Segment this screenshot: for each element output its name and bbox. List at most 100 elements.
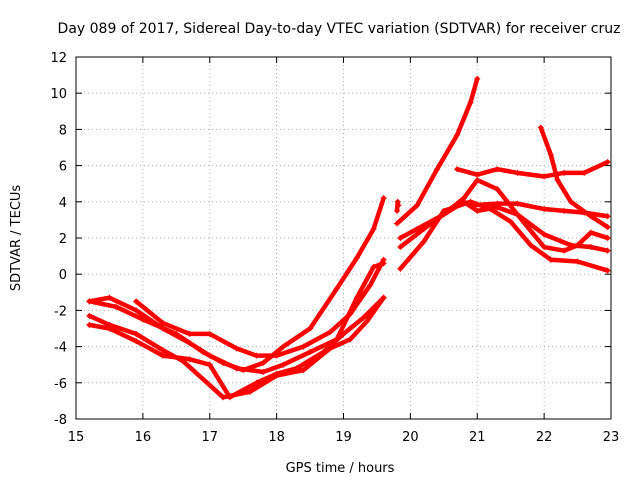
data-point xyxy=(370,225,377,232)
data-point xyxy=(467,99,474,106)
data-point xyxy=(541,173,548,180)
data-series-pass-12 xyxy=(467,200,611,220)
data-point xyxy=(226,394,233,401)
series-trace xyxy=(87,261,386,375)
data-point xyxy=(233,345,240,352)
data-point xyxy=(604,158,611,165)
data-series-pass-11 xyxy=(397,198,611,274)
data-point xyxy=(106,294,113,301)
data-point xyxy=(300,343,307,350)
data-point xyxy=(86,321,93,328)
data-point xyxy=(494,166,501,173)
data-point xyxy=(360,314,367,321)
data-point xyxy=(159,325,166,332)
y-tick-label: -4 xyxy=(54,341,67,356)
x-tick-label: 15 xyxy=(68,430,85,445)
data-point xyxy=(397,265,404,272)
data-point xyxy=(246,388,253,395)
data-point xyxy=(273,370,280,377)
data-point xyxy=(604,213,611,220)
data-point xyxy=(587,229,594,236)
data-point xyxy=(574,258,581,265)
data-point xyxy=(220,394,227,401)
data-point xyxy=(397,244,404,251)
data-point xyxy=(133,330,140,337)
data-point xyxy=(487,206,494,213)
data-point xyxy=(206,361,213,368)
data-series-pass-10 xyxy=(537,124,611,231)
data-point xyxy=(86,312,93,319)
data-point xyxy=(604,235,611,241)
data-point xyxy=(474,207,481,214)
data-point xyxy=(604,247,611,254)
x-tick-label: 16 xyxy=(135,430,152,445)
data-point xyxy=(133,298,140,305)
data-point xyxy=(604,267,611,274)
data-point xyxy=(280,361,287,368)
data-point xyxy=(474,171,481,178)
y-tick-label: 10 xyxy=(50,87,67,102)
data-point xyxy=(440,207,447,214)
data-point xyxy=(394,198,401,205)
y-axis-label: SDTVAR / TECUs xyxy=(9,185,24,292)
data-point xyxy=(86,298,93,305)
data-point xyxy=(494,186,501,193)
data-point xyxy=(434,166,441,173)
data-point xyxy=(537,124,544,131)
data-point xyxy=(494,200,501,207)
data-series-pass-6 xyxy=(394,75,481,227)
data-point xyxy=(581,209,588,216)
data-point xyxy=(414,202,421,209)
data-point xyxy=(380,195,387,202)
data-point xyxy=(233,365,240,372)
series-trace xyxy=(398,199,610,273)
data-point xyxy=(547,151,554,158)
data-point xyxy=(367,282,374,289)
x-tick-label: 23 xyxy=(603,430,620,445)
y-tick-label: 0 xyxy=(59,268,67,283)
data-point xyxy=(397,235,404,241)
data-point xyxy=(253,352,260,359)
grid-lines xyxy=(76,57,611,419)
data-point xyxy=(554,177,561,184)
data-point xyxy=(567,198,574,205)
data-point xyxy=(307,325,314,332)
series-trace xyxy=(538,125,610,230)
data-series-pass-5 xyxy=(133,256,387,359)
x-tick-label: 22 xyxy=(536,430,553,445)
data-point xyxy=(159,320,166,327)
data-point xyxy=(347,336,354,343)
data-point xyxy=(541,244,548,251)
data-point xyxy=(133,307,140,314)
data-point xyxy=(206,330,213,337)
data-point xyxy=(541,231,548,238)
data-point xyxy=(541,206,548,213)
data-point xyxy=(394,207,400,214)
data-point xyxy=(507,218,514,225)
data-point xyxy=(467,202,474,209)
data-point xyxy=(159,347,166,354)
data-point xyxy=(574,242,581,249)
data-point xyxy=(206,352,213,359)
y-tick-label: -8 xyxy=(54,413,67,428)
data-point xyxy=(133,338,140,345)
series-trace xyxy=(87,295,386,400)
data-point xyxy=(260,368,267,375)
data-point xyxy=(561,169,568,176)
data-point xyxy=(340,330,347,337)
data-point xyxy=(527,242,534,249)
series-trace xyxy=(87,195,386,373)
data-point xyxy=(320,349,327,356)
data-point xyxy=(420,225,427,232)
x-tick-label: 18 xyxy=(268,430,285,445)
data-point xyxy=(454,131,461,138)
data-point xyxy=(394,220,400,227)
data-point xyxy=(327,329,334,336)
data-point xyxy=(370,263,377,270)
data-point xyxy=(587,244,594,251)
axis-ticks: 15 16 17 18 19 20 21 22 23 -8 -6 -4 -2 0 2 4 6 8 10 12 xyxy=(50,51,619,445)
data-series-pass-9 xyxy=(454,158,611,180)
data-point xyxy=(353,254,360,261)
data-point xyxy=(363,318,370,325)
